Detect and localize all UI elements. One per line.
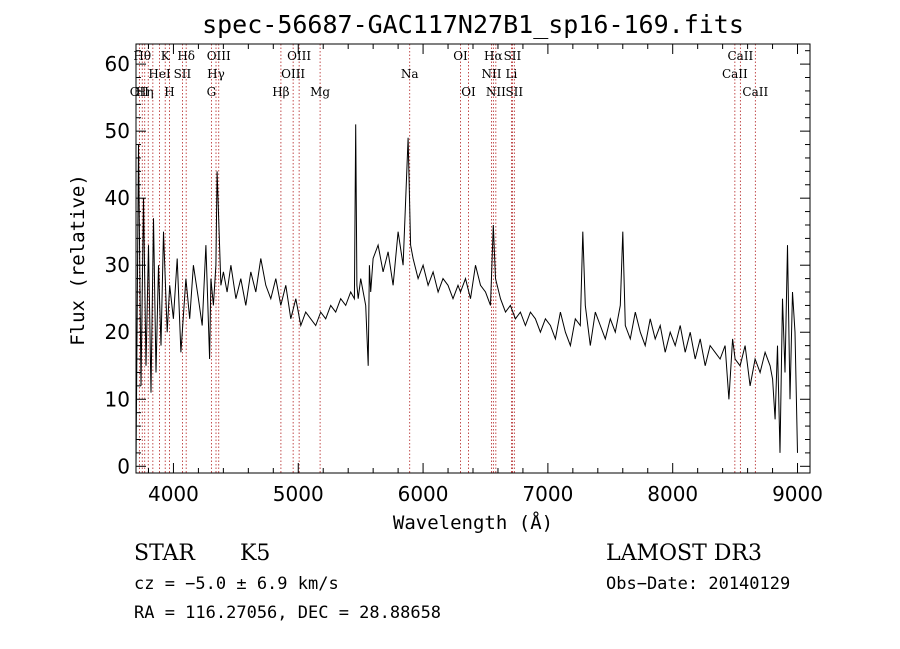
- spectrum-line: [135, 124, 798, 467]
- y-tick-label-1: 10: [105, 387, 130, 411]
- object-class: STAR: [134, 541, 196, 566]
- line-label-6: K: [161, 49, 171, 63]
- line-label-9: Hδ: [177, 49, 195, 63]
- line-label-18: OI: [453, 49, 468, 63]
- axis-ticks: 4000 5000 6000 7000 8000 9000 0 10 20 30 40 50 60: [105, 44, 823, 506]
- line-label-25: SII: [505, 85, 523, 99]
- line-label-24: SII: [504, 49, 522, 63]
- line-label-1: Hθ: [133, 49, 151, 63]
- x-tick-label-5: 9000: [772, 482, 823, 506]
- line-label-21: Hα: [484, 49, 503, 63]
- line-label-14: OIII: [281, 67, 305, 81]
- line-label-28: CaII: [742, 85, 768, 99]
- y-tick-label-6: 60: [105, 52, 130, 76]
- line-markers: [138, 44, 756, 473]
- line-label-7: H: [164, 85, 174, 99]
- line-labels: OIIHθHηHeIKHSIIHδGHγOIIIHβOIIIOIIIMgNaOI…: [130, 49, 769, 99]
- line-label-12: OIII: [207, 49, 231, 63]
- survey-name: LAMOST DR3: [606, 541, 762, 566]
- line-label-27: CaII: [727, 49, 753, 63]
- line-label-0: OII: [130, 85, 150, 99]
- line-label-10: G: [207, 85, 217, 99]
- line-label-15: OIII: [287, 49, 311, 63]
- chart-title: spec-56687-GAC117N27B1_sp16-169.fits: [202, 10, 744, 39]
- line-label-16: Mg: [310, 85, 330, 99]
- line-label-17: Na: [401, 67, 419, 81]
- y-axis-label: Flux (relative): [67, 174, 89, 346]
- x-tick-label-0: 4000: [148, 482, 199, 506]
- y-tick-label-3: 30: [105, 253, 130, 277]
- line-label-8: SII: [174, 67, 192, 81]
- y-tick-label-0: 0: [117, 454, 130, 478]
- ra-dec: RA = 116.27056, DEC = 28.88658: [134, 603, 441, 623]
- plot-frame: [135, 43, 811, 474]
- x-tick-label-2: 6000: [398, 482, 449, 506]
- line-label-13: Hβ: [272, 85, 289, 99]
- observation-date: Obs−Date: 20140129: [606, 574, 790, 594]
- line-label-19: OI: [461, 85, 476, 99]
- line-label-23: Li: [506, 67, 518, 81]
- line-label-26: CaII: [722, 67, 748, 81]
- x-tick-label-4: 8000: [647, 482, 698, 506]
- y-tick-label-4: 40: [105, 186, 130, 210]
- line-label-22: NII: [486, 85, 506, 99]
- line-label-20: NII: [481, 67, 501, 81]
- line-label-11: Hγ: [207, 67, 225, 81]
- x-tick-label-1: 5000: [273, 482, 324, 506]
- y-tick-label-2: 20: [105, 320, 130, 344]
- line-label-5: HeI: [148, 67, 171, 81]
- y-tick-label-5: 50: [105, 119, 130, 143]
- object-subclass: K5: [240, 541, 270, 566]
- x-axis-label: Wavelength (Å): [393, 511, 553, 534]
- x-tick-label-3: 7000: [522, 482, 573, 506]
- redshift-cz: cz = −5.0 ± 6.9 km/s: [134, 574, 339, 594]
- line-label-2: Hη: [136, 85, 154, 99]
